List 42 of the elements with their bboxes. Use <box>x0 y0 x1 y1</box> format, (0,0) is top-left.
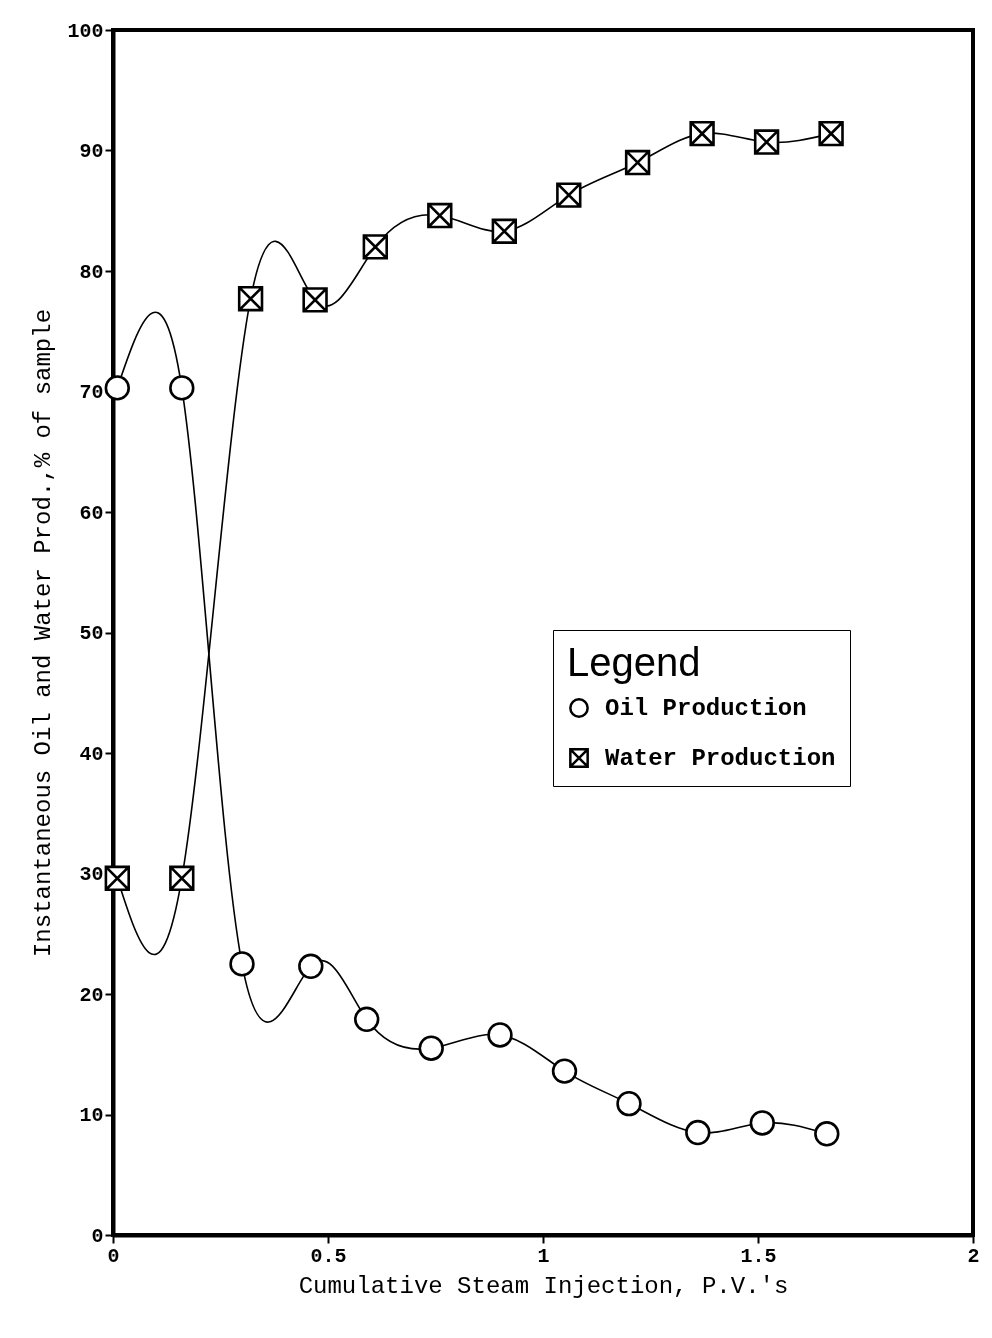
point <box>302 287 328 313</box>
point <box>418 1035 444 1061</box>
point <box>753 129 780 155</box>
y-tick-label: 100 <box>67 19 104 43</box>
y-tick-label: 20 <box>79 983 104 1007</box>
y-axis-title: Instantaneous Oil and Water Prod.,% of sample <box>30 308 58 958</box>
point <box>616 1090 642 1117</box>
x-tick-label: 0.5 <box>310 1244 347 1268</box>
point <box>427 202 453 229</box>
point <box>169 375 195 401</box>
y-tick-label: 40 <box>79 742 104 766</box>
point <box>685 1119 711 1146</box>
y-tick-label: 50 <box>79 622 104 645</box>
legend-title: Legend <box>567 640 701 684</box>
y-tick-label: 0 <box>91 1224 104 1248</box>
point <box>354 1006 380 1032</box>
y-tick-label: 90 <box>79 140 104 163</box>
point <box>362 234 388 260</box>
point <box>169 865 195 892</box>
y-tick-label: 70 <box>79 381 104 404</box>
x-tick-label: 1 <box>537 1244 550 1268</box>
point <box>814 1121 840 1147</box>
point <box>749 1110 775 1136</box>
point <box>104 375 130 401</box>
x-tick-label: 2 <box>967 1244 980 1268</box>
legend-label: Oil Production <box>605 695 807 722</box>
point <box>551 1058 578 1084</box>
x-axis-title: Cumulative Steam Injection, P.V.'s <box>298 1272 789 1300</box>
y-tick-label: 10 <box>79 1104 104 1127</box>
point <box>104 865 130 892</box>
point <box>487 1022 513 1048</box>
y-tick-label: 60 <box>79 501 104 525</box>
x-tick-label: 0 <box>107 1244 120 1268</box>
y-tick-label: 80 <box>79 260 104 284</box>
point <box>229 951 255 977</box>
y-tick-label: 30 <box>79 863 104 886</box>
point <box>689 120 715 147</box>
point <box>556 182 582 208</box>
point <box>298 953 324 979</box>
x-tick-label: 1.5 <box>740 1244 777 1268</box>
point <box>818 120 844 147</box>
legend-label: Water Production <box>605 745 836 772</box>
